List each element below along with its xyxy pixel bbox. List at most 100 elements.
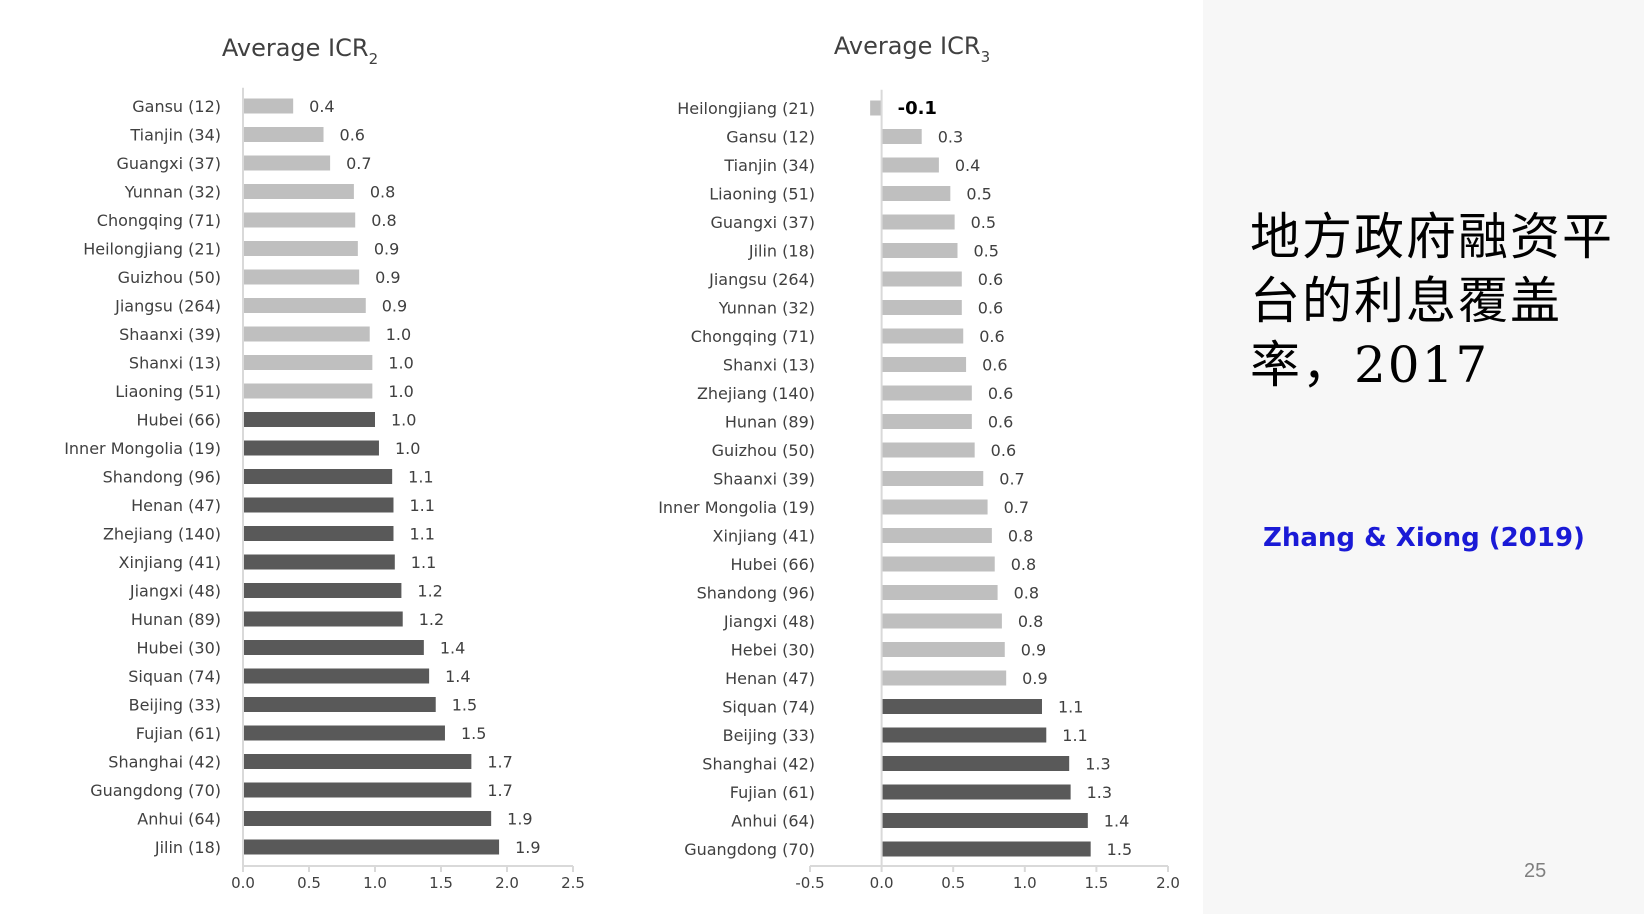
category-label: Shaanxi (39) <box>119 325 221 344</box>
tick-label: 2.0 <box>495 874 519 892</box>
data-label: 0.9 <box>1022 669 1047 688</box>
bar-25 <box>243 782 472 798</box>
category-label: Tianjin (34) <box>129 126 221 145</box>
bar-4 <box>881 186 951 201</box>
data-label: 0.8 <box>371 211 396 230</box>
category-label: Liaoning (51) <box>709 185 815 204</box>
data-label: 1.0 <box>395 439 420 458</box>
data-label: 1.4 <box>445 667 470 686</box>
data-label: 1.3 <box>1087 783 1112 802</box>
tick-label: 1.0 <box>363 874 387 892</box>
tick-label: 0.5 <box>297 874 321 892</box>
data-label: 1.7 <box>487 781 512 800</box>
bar-13 <box>243 440 379 456</box>
side-panel <box>1203 0 1644 914</box>
data-label: 1.0 <box>386 325 411 344</box>
bar-4 <box>243 184 354 199</box>
data-label: 0.9 <box>382 297 407 316</box>
bar-23 <box>243 725 445 741</box>
bar-21 <box>881 670 1007 686</box>
bar-3 <box>881 157 939 173</box>
bar-10 <box>243 355 373 370</box>
bar-13 <box>881 442 975 458</box>
bar-8 <box>881 300 962 315</box>
data-label: 1.1 <box>411 553 436 572</box>
bar-14 <box>243 469 393 484</box>
bar-19 <box>243 611 403 627</box>
bar-16 <box>243 526 394 541</box>
data-label: 0.6 <box>988 413 1013 432</box>
category-label: Beijing (33) <box>723 726 815 745</box>
tick-label: 1.0 <box>1013 874 1037 892</box>
bar-7 <box>881 271 962 287</box>
bar-26 <box>881 813 1088 828</box>
bar-24 <box>881 756 1070 771</box>
data-label: 1.3 <box>1085 755 1110 774</box>
bar-7 <box>243 269 360 285</box>
data-label: 0.5 <box>971 213 996 232</box>
bar-2 <box>243 127 324 142</box>
data-label: 1.7 <box>487 753 512 772</box>
category-label: Inner Mongolia (19) <box>64 439 221 458</box>
category-label: Gansu (12) <box>726 128 815 147</box>
chart-canvas: Average ICR2 Gansu (12) 0.4 Tianjin (34) 0.… <box>64 32 1180 892</box>
chart-title: Average ICR3 <box>834 32 990 66</box>
data-label: 1.2 <box>419 610 444 629</box>
data-label: 1.1 <box>408 468 433 487</box>
tick-label: 2.5 <box>561 874 585 892</box>
data-label: 1.0 <box>388 354 413 373</box>
category-label: Shanxi (13) <box>129 354 221 373</box>
category-label: Zhejiang (140) <box>697 384 815 403</box>
category-label: Zhejiang (140) <box>103 525 221 544</box>
bar-5 <box>243 212 356 228</box>
category-label: Chongqing (71) <box>97 211 221 230</box>
category-label: Gansu (12) <box>132 97 221 116</box>
bar-12 <box>243 412 375 427</box>
category-label: Yunnan (32) <box>124 183 221 202</box>
category-label: Jiangxi (48) <box>129 582 221 601</box>
data-label: 0.4 <box>309 97 334 116</box>
category-label: Beijing (33) <box>129 696 221 715</box>
category-label: Inner Mongolia (19) <box>658 498 815 517</box>
data-label: 0.6 <box>988 384 1013 403</box>
data-label: 0.6 <box>979 327 1004 346</box>
data-label: 0.9 <box>1021 641 1046 660</box>
category-label: Shanghai (42) <box>108 753 221 772</box>
category-label: Siquan (74) <box>722 698 815 717</box>
chart-average-icr2: Average ICR2 Gansu (12) 0.4 Tianjin (34) 0.… <box>64 34 585 892</box>
category-label: Shandong (96) <box>697 584 815 603</box>
data-label: 1.4 <box>1104 812 1129 831</box>
category-label: Heilongjiang (21) <box>677 99 815 118</box>
bar-6 <box>881 243 958 258</box>
chart-title: Average ICR2 <box>222 34 378 68</box>
category-label: Hubei (30) <box>136 639 221 658</box>
category-label: Hubei (66) <box>136 411 221 430</box>
tick-label: 1.5 <box>429 874 453 892</box>
bar-25 <box>881 784 1071 800</box>
bar-12 <box>881 414 972 429</box>
bar-8 <box>243 298 366 313</box>
data-label: 0.7 <box>999 470 1024 489</box>
data-label: 0.6 <box>982 356 1007 375</box>
category-label: Henan (47) <box>725 669 815 688</box>
data-label: 1.5 <box>461 724 486 743</box>
category-label: Tianjin (34) <box>723 156 815 175</box>
data-label: 0.9 <box>374 240 399 259</box>
category-label: Shanghai (42) <box>702 755 815 774</box>
category-label: Hunan (89) <box>131 610 221 629</box>
data-label: 0.8 <box>1008 527 1033 546</box>
data-label: 0.6 <box>340 126 365 145</box>
category-label: Guangdong (70) <box>684 840 815 859</box>
category-label: Fujian (61) <box>136 724 221 743</box>
bar-series: Gansu (12) 0.4 Tianjin (34) 0.6 Guangxi (37)… <box>64 97 540 857</box>
slide-title: 地方政府融资平台的利息覆盖率，2017 <box>1250 208 1614 394</box>
bar-9 <box>881 328 964 344</box>
data-label: 1.9 <box>515 838 540 857</box>
category-label: Jilin (18) <box>154 838 221 857</box>
category-label: Anhui (64) <box>731 812 815 831</box>
data-label: 0.8 <box>1011 555 1036 574</box>
bar-27 <box>881 841 1091 857</box>
data-label: 0.8 <box>370 183 395 202</box>
data-label: 1.1 <box>1062 726 1087 745</box>
citation-text: Zhang & Xiong (2019) <box>1263 523 1585 553</box>
